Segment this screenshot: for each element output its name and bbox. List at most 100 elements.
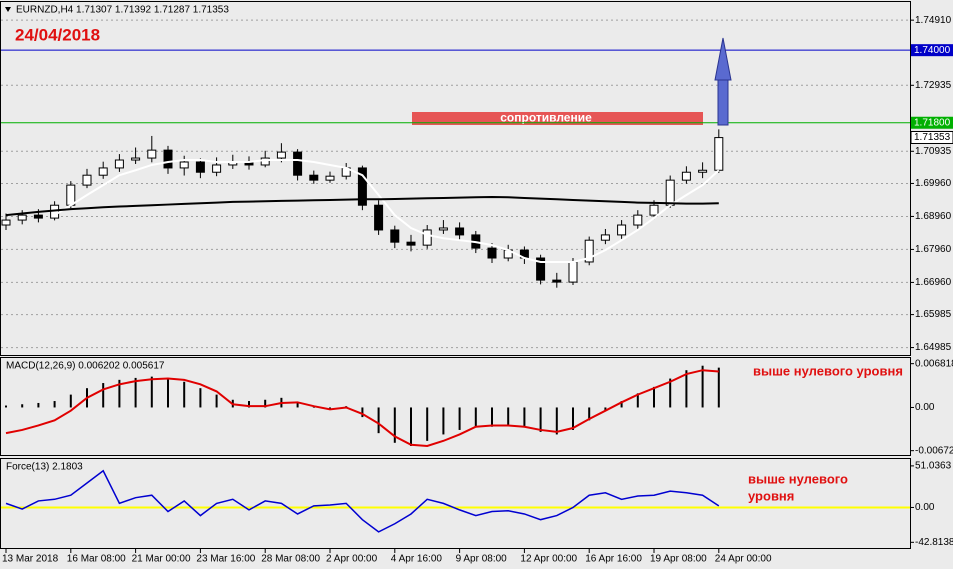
histogram-bar [21,404,24,408]
force-annotation: выше нулевого [748,471,848,486]
histogram-bar [150,376,153,408]
candle-body [698,169,708,173]
histogram-bar [458,407,461,430]
histogram-bar [264,399,267,408]
y-tick-label: 1.67960 [915,244,952,255]
candle-body [33,214,43,219]
arrow-head [714,37,732,81]
histogram-bar [5,405,7,408]
force-title: Force(13) 2.1803 [6,462,83,473]
signal-line [5,369,719,448]
x-tick-label: 2 Apr 00:00 [326,554,378,565]
x-tick-label: 16 Apr 16:00 [585,554,642,565]
resistance-label: сопротивление [500,111,592,125]
candle-body [649,204,659,216]
candle-body [195,161,205,173]
histogram-bar [572,407,574,430]
candle-body [66,184,76,206]
last-price-box [910,130,953,144]
candle-body [114,159,124,169]
candle-body [179,161,189,169]
force-line [5,469,720,533]
y-tick-label: 1.68960 [915,211,952,222]
histogram-bar [620,401,623,408]
histogram-bar [523,407,526,427]
arrow-shaft [717,77,729,126]
moving-average [54,159,720,263]
candle-body [617,224,627,236]
y-tick-label: 1.64985 [915,342,952,353]
histogram-bar [442,407,445,435]
histogram-bar [118,379,121,408]
candle-body [212,164,222,173]
histogram-bar [491,407,493,427]
candle-body [600,234,610,241]
histogram-bar [701,365,704,408]
level-label: 1.74000 [914,45,951,56]
date-label: 24/04/2018 [15,25,100,44]
y-tick-label: 1.72935 [915,80,952,91]
candle-body [406,241,416,246]
macd-title: MACD(12,26,9) 0.006202 0.005617 [6,361,165,372]
histogram-bar [539,407,542,432]
y-tick-label: 1.74910 [915,15,952,26]
level-label-box [911,44,953,57]
level-label-box [911,116,953,129]
candle-body [82,174,92,186]
candle-body [17,214,27,221]
histogram-bar [215,394,218,408]
y-tick-label: 1.65985 [915,309,952,320]
candle-body [374,204,384,231]
histogram-bar [248,401,250,408]
x-tick-label: 23 Mar 16:00 [196,554,255,565]
histogram-bar [685,370,688,408]
candle-body [390,229,400,243]
y-tick-label: 1.66960 [915,277,952,288]
histogram-bar [134,377,137,408]
y-tick-label: 0.00 [915,402,935,413]
histogram-bar [669,378,672,408]
y-tick-label: 0.00 [915,502,935,513]
candle-body [584,239,594,263]
x-tick-label: 28 Mar 08:00 [261,554,320,565]
histogram-bar [474,407,477,427]
last-price-label: 1.71353 [914,132,951,143]
candle-body [633,214,643,226]
histogram-bar [167,378,169,408]
macd-panel [0,357,911,456]
candle-body [714,137,724,171]
up-arrow [714,37,732,126]
histogram-bar [377,407,380,434]
histogram-bar [717,367,720,408]
y-tick-label: -42.8138 [915,537,953,548]
candle-body [665,179,675,206]
histogram-bar [312,407,315,408]
histogram-bar [410,407,412,447]
candle-body [438,227,448,231]
histogram-bar [507,407,510,426]
histogram-bar [653,386,655,408]
histogram-bar [393,407,396,443]
histogram-bar [361,407,364,418]
candle-body [293,151,303,176]
candle-body [681,171,691,181]
candle-body [276,151,286,159]
x-tick-label: 12 Apr 00:00 [520,554,577,565]
candle-body [487,247,497,259]
candle-body [309,174,319,181]
level-label: 1.71800 [914,117,951,128]
histogram-bar [53,401,56,408]
y-tick-label: -0.006726 [915,445,953,456]
price-panel [0,1,911,356]
x-tick-label: 13 Mar 2018 [2,554,59,565]
x-tick-label: 9 Apr 08:00 [456,554,508,565]
x-tick-label: 21 Mar 00:00 [132,554,191,565]
candle-body [325,175,335,181]
candle-body [536,257,546,281]
histogram-bar [296,402,299,408]
moving-average [5,195,719,217]
histogram-bar [199,388,202,408]
